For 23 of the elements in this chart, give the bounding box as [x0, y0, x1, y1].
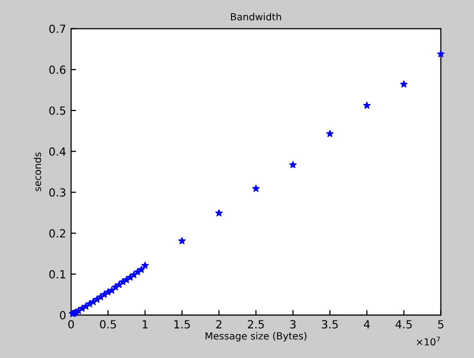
x-tick-label: 4.5: [396, 320, 412, 328]
text: ×10$^{7}$: [416, 336, 440, 346]
y-tick-label: 0.3: [49, 188, 66, 197]
x-tick-label: 5: [438, 320, 444, 328]
y-tick-label: 0.6: [49, 66, 66, 74]
y-tick-label: 0.1: [49, 270, 66, 279]
x-tick-label: 2: [216, 320, 222, 328]
x-tick-label: 2.5: [248, 320, 264, 328]
y-tick-label: 0.5: [49, 106, 66, 115]
x-tick-label: 3: [290, 320, 296, 328]
x-axis-title: Message size (Bytes): [206, 332, 306, 342]
x-tick-label: 3.5: [322, 320, 338, 328]
y-tick-label: 0.7: [49, 24, 66, 34]
x-tick-label: 0.5: [100, 320, 116, 328]
x-tick-label: 1: [142, 320, 148, 328]
y-tick-label: 0.2: [49, 229, 66, 238]
x-tick-label: 1.5: [174, 320, 190, 328]
y-axis-title: seconds: [34, 152, 42, 192]
x-tick-label: 0: [68, 320, 74, 328]
y-tick-label: 0.4: [49, 147, 66, 156]
x-tick-label: 4: [364, 320, 370, 328]
y-tick-label: 0: [60, 311, 66, 320]
chart-title: Bandwidth: [231, 12, 282, 20]
